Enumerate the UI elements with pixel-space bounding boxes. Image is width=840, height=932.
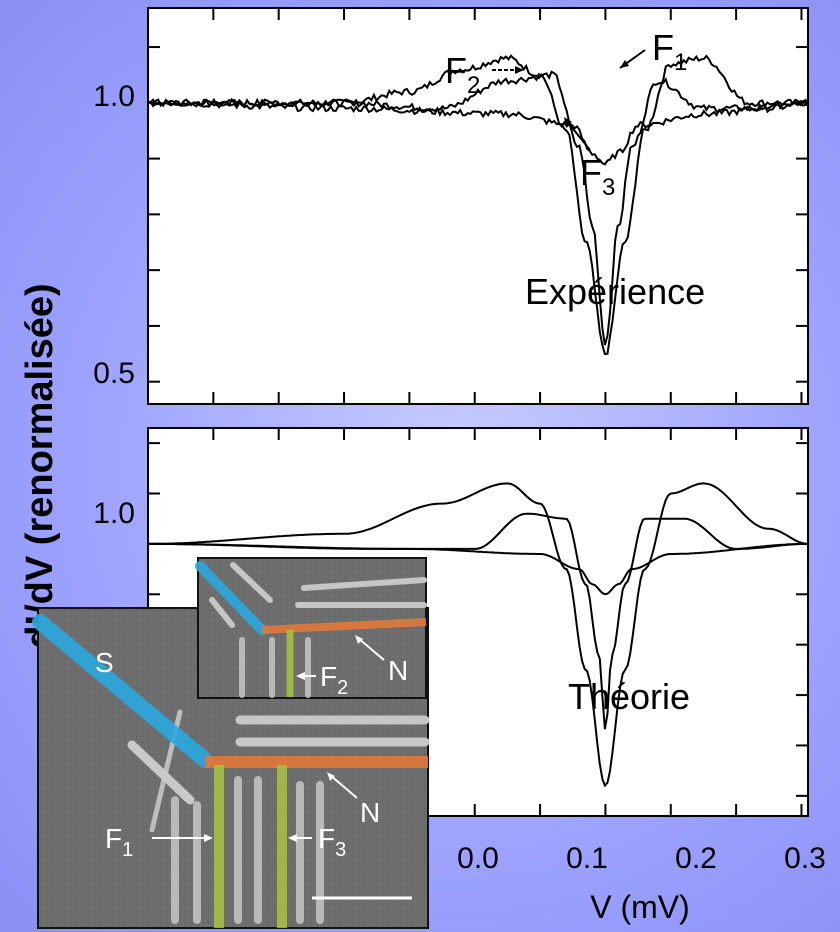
panel-label-experience: Expérience <box>525 271 705 312</box>
curve-f3-theory <box>148 542 808 596</box>
svg-text:F1: F1 <box>652 27 687 76</box>
label-n-main: N <box>360 797 380 828</box>
annotation-f2: F2 <box>445 50 524 99</box>
y-tick-label-bottom-1: 1.0 <box>93 497 135 530</box>
label-f3: F3 <box>318 823 346 861</box>
curve-f1-experience <box>147 54 809 356</box>
plot-frame-top <box>147 7 809 405</box>
panel-label-theory: Théorie <box>568 676 690 717</box>
y-tick-label-top-2: 0.5 <box>93 357 135 390</box>
sem-image-small: N F2 <box>195 557 427 699</box>
n-wire-small <box>261 618 427 634</box>
curves-top <box>147 54 809 356</box>
s-lead-wire <box>32 614 213 768</box>
tick-marks-top <box>148 8 808 404</box>
x-tick-label-3: 0.3 <box>784 842 826 875</box>
s-lead-wire-small <box>195 561 267 635</box>
label-f1: F1 <box>105 823 133 861</box>
label-s: S <box>95 647 114 678</box>
svg-text:F3: F3 <box>580 152 615 201</box>
curves-bottom <box>148 482 809 788</box>
label-f2: F2 <box>320 661 348 699</box>
y-axis-label: dI/dV (renormalisée) <box>19 283 61 648</box>
curve-f3-experience <box>147 98 809 166</box>
annotation-f1: F1 <box>619 27 687 76</box>
label-n-small: N <box>388 655 408 686</box>
x-tick-label-1: 0.1 <box>566 842 608 875</box>
svg-text:F2: F2 <box>445 50 480 99</box>
x-tick-label-2: 0.2 <box>675 842 717 875</box>
x-axis-label: V (mV) <box>590 889 690 925</box>
panel-experience: 1.0 0.5 Expérience F1 F2 F3 <box>93 7 809 405</box>
x-tick-label-0: 0.0 <box>457 842 499 875</box>
y-tick-label-top-1: 1.0 <box>93 80 135 113</box>
curve-f1-theory <box>148 482 809 788</box>
annotation-f3: F3 <box>564 117 615 201</box>
